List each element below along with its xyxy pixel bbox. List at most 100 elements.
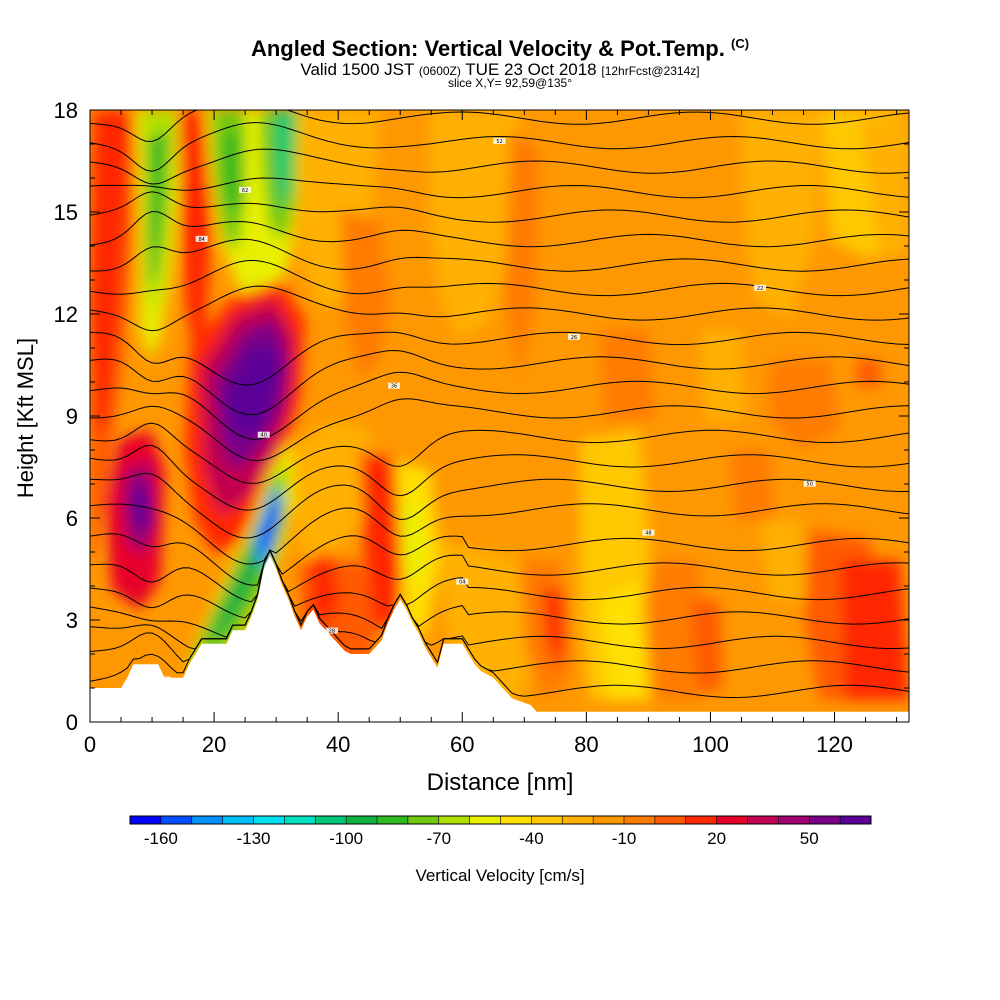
colorbar-swatch [531,816,563,824]
terrain-profile [90,555,909,723]
contour-label: 26 [571,335,577,341]
contour-label-bg [567,333,580,340]
contour-label: 50 [807,482,813,488]
theta-contour-line [90,259,909,297]
colorbar-tick-label: -10 [612,829,637,848]
x-tick-label: 0 [84,732,96,757]
theta-contour-line [90,549,909,650]
velocity-patches [90,110,909,700]
colorbar-swatch [562,816,594,824]
chart-title-text: Angled Section: Vertical Velocity & Pot.… [250,36,725,61]
x-tick-label: 20 [202,732,226,757]
contour-label-bg [325,627,338,634]
theta-contour-line [90,210,909,248]
chart-title-tag: (C) [731,36,750,51]
colorbar-swatch [840,816,872,824]
theta-contour-line [90,349,909,416]
theta-contour-line [90,177,909,199]
colorbar-swatch [809,816,841,824]
contour-label: 52 [496,139,502,145]
valid-forecast: [12hrFcst@2314z] [601,64,700,78]
x-tick-label: 80 [574,732,598,757]
theta-contour-line [90,422,909,484]
colorbar-swatch [253,816,285,824]
chart-title: Angled Section: Vertical Velocity & Pot.… [0,36,1000,62]
colorbar: -160 -130 -100 -70 -40 -10 20 50 [129,815,872,848]
contour-label-bg [754,284,767,291]
contour-label: 04 [459,580,465,586]
theta-contour-line [90,472,909,539]
contour-label-bg [388,382,401,389]
colorbar-swatch [346,816,378,824]
valid-prefix: Valid 1500 JST [300,60,415,79]
contour-label-bg [680,89,692,95]
contour-label-bg [803,480,816,487]
y-tick-label: 12 [54,302,78,327]
colorbar-label: Vertical Velocity [cm/s] [415,866,584,885]
colorbar-swatch [438,816,471,824]
theta-contour-line [90,81,909,100]
contour-label: 36 [391,384,397,390]
colorbar-swatch [593,816,625,824]
colorbar-swatch [778,816,810,824]
theta-contour-line [90,331,909,386]
theta-contour-line [90,398,909,462]
colorbar-swatch [469,816,502,824]
colorbar-swatch [284,816,316,824]
colorbar-tick-label: -100 [329,829,363,848]
contour-label-bg [239,186,252,193]
y-tick-label: 0 [66,710,78,735]
colorbar-tick-label: -130 [236,829,270,848]
x-tick-label: 40 [326,732,350,757]
valid-zulu: (0600Z) [418,64,461,78]
chart-slice-info: slice X,Y= 92,59@135° [447,76,573,90]
x-tick-label: 120 [816,732,853,757]
contour-label-bg [456,578,469,585]
chart-valid-time: Valid 1500 JST (0600Z) TUE 23 Oct 2018 [… [0,60,1000,80]
theta-contour-line [90,533,909,586]
contour-label-bg [493,137,506,144]
colorbar-swatch [191,816,224,824]
colorbar-swatch [685,816,718,824]
colorbar-tick-label: -40 [519,829,544,848]
colorbar-swatch [654,816,687,824]
colorbar-swatch [716,816,749,824]
colorbar-swatch [624,816,656,824]
y-tick-label: 6 [66,506,78,531]
contour-label: 62 [242,188,248,194]
y-tick-label: 18 [54,98,78,123]
colorbar-tick-label: -70 [426,829,451,848]
theta-contour-line [90,444,909,511]
x-axis-label: Distance [nm] [427,769,574,796]
x-axis: 0 20 40 60 80 100 120 [84,110,898,757]
x-tick-label: 100 [692,732,729,757]
colorbar-swatch [315,816,347,824]
colorbar-tick-label: 50 [800,829,819,848]
y-axis-label: Height [Kft MSL] [13,338,38,498]
colorbar-swatch [500,816,532,824]
y-tick-label: 15 [54,200,78,225]
contour-label-bg [257,431,270,438]
colorbar-swatch [377,816,409,824]
theta-contour-line [90,503,909,565]
theta-contour-line [90,285,909,332]
theta-contour-line [90,238,909,272]
colorbar-swatch [407,816,440,824]
theta-contour-line [90,371,909,440]
theta-contour-line [90,549,909,619]
contour-label: 78 [682,90,688,96]
colorbar-swatch [747,816,779,824]
theta-contour-line [90,549,909,638]
contour-label-bg [642,529,655,536]
colorbar-tick-label: -160 [144,829,178,848]
theta-contour-line [90,110,909,143]
y-tick-label: 9 [66,404,78,429]
theta-contour-line [90,122,909,172]
theta-contour-line [90,191,909,223]
velocity-field [90,110,909,722]
y-tick-label: 3 [66,608,78,633]
contour-label: 40 [261,433,267,439]
theta-contour-line [90,148,909,185]
colorbar-swatch [130,816,162,824]
